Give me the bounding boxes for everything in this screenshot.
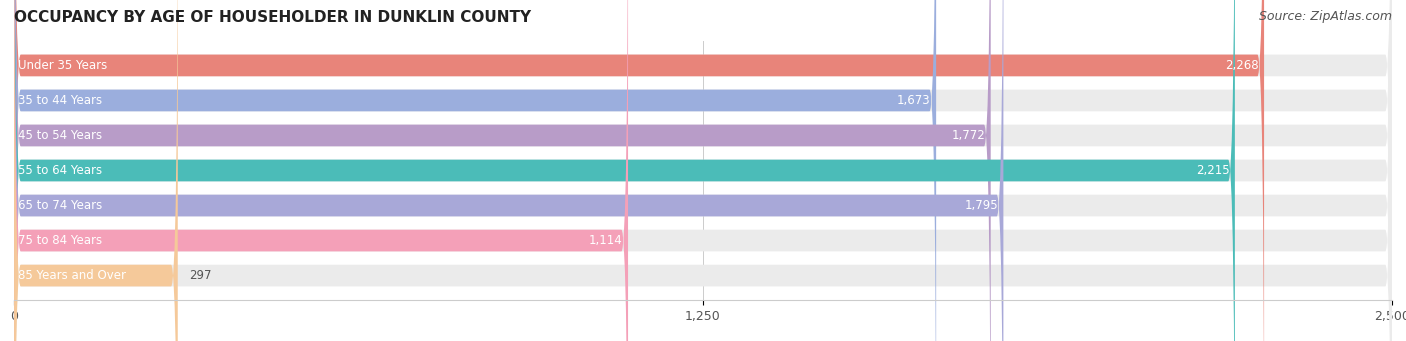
FancyBboxPatch shape [14,0,1004,341]
FancyBboxPatch shape [14,0,1392,341]
FancyBboxPatch shape [14,0,177,341]
Text: 1,114: 1,114 [589,234,623,247]
Text: 297: 297 [188,269,211,282]
Text: 1,772: 1,772 [952,129,986,142]
Text: 75 to 84 Years: 75 to 84 Years [18,234,103,247]
FancyBboxPatch shape [14,0,1392,341]
Text: 2,268: 2,268 [1225,59,1258,72]
Text: 65 to 74 Years: 65 to 74 Years [18,199,103,212]
FancyBboxPatch shape [14,0,628,341]
FancyBboxPatch shape [14,0,1392,341]
FancyBboxPatch shape [14,0,1264,341]
Text: 1,795: 1,795 [965,199,998,212]
Text: 35 to 44 Years: 35 to 44 Years [18,94,103,107]
FancyBboxPatch shape [14,0,1234,341]
FancyBboxPatch shape [14,0,991,341]
FancyBboxPatch shape [14,0,1392,341]
Text: 45 to 54 Years: 45 to 54 Years [18,129,103,142]
Text: 55 to 64 Years: 55 to 64 Years [18,164,103,177]
FancyBboxPatch shape [14,0,1392,341]
Text: 85 Years and Over: 85 Years and Over [18,269,127,282]
FancyBboxPatch shape [14,0,936,341]
Text: Under 35 Years: Under 35 Years [18,59,108,72]
FancyBboxPatch shape [14,0,1392,341]
Text: OCCUPANCY BY AGE OF HOUSEHOLDER IN DUNKLIN COUNTY: OCCUPANCY BY AGE OF HOUSEHOLDER IN DUNKL… [14,10,531,25]
Text: Source: ZipAtlas.com: Source: ZipAtlas.com [1258,10,1392,23]
FancyBboxPatch shape [14,0,1392,341]
Text: 1,673: 1,673 [897,94,931,107]
Text: 2,215: 2,215 [1195,164,1229,177]
